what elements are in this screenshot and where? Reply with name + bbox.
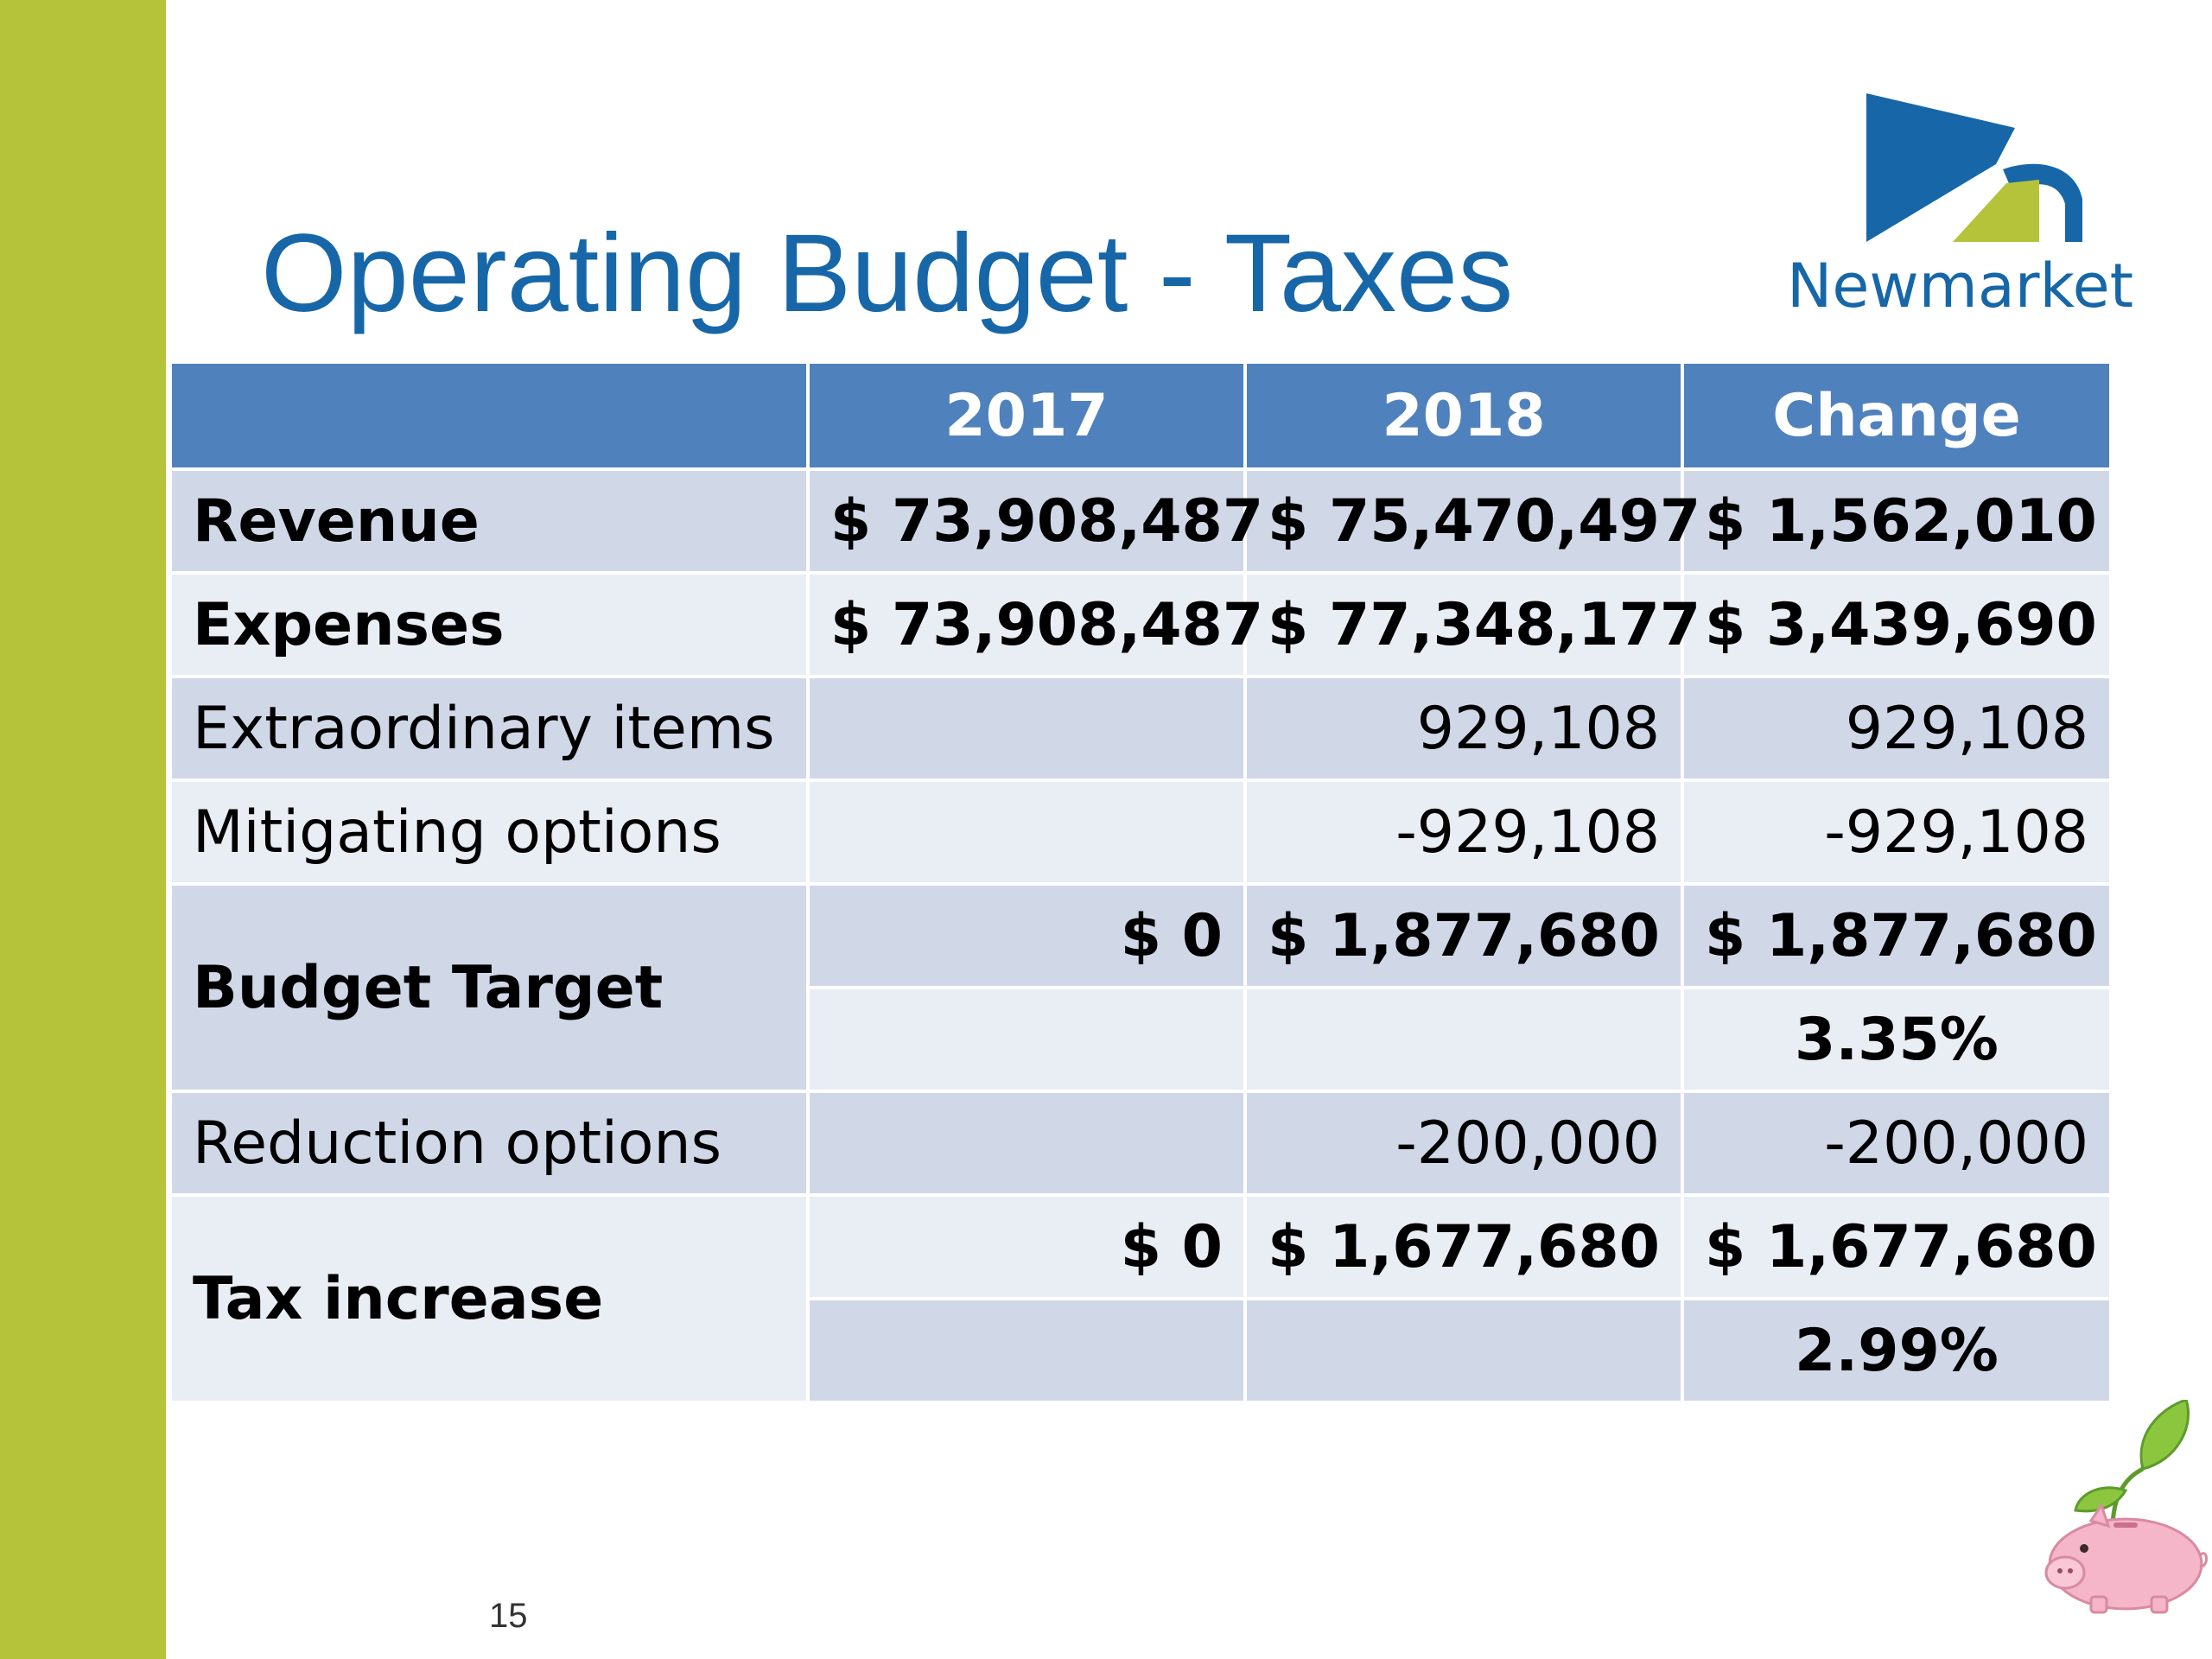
piggy-bank-icon xyxy=(2044,1400,2208,1614)
side-accent-bar xyxy=(0,0,166,1659)
reduction-2017 xyxy=(806,1090,1247,1197)
budget-target-2017: $ 0 xyxy=(806,882,1247,989)
expenses-2018: $ 77,348,177 xyxy=(1243,571,1700,678)
revenue-change: $ 1,562,010 xyxy=(1681,467,2113,575)
header-change: Change xyxy=(1681,360,2113,471)
tax-increase-change-pct: 2.99% xyxy=(1681,1297,2113,1404)
budget-target-pct-2018 xyxy=(1243,986,1684,1093)
row-label-expenses: Expenses xyxy=(168,571,810,678)
row-label-reduction: Reduction options xyxy=(168,1090,810,1197)
header-2017: 2017 xyxy=(806,360,1247,471)
table-row: Expenses $ 73,908,487 $ 77,348,177 $ 3,4… xyxy=(168,571,2113,678)
table-header-row: 2017 2018 Change xyxy=(168,360,2113,471)
table-row: Revenue $ 73,908,487 $ 75,470,497 $ 1,56… xyxy=(168,467,2113,575)
revenue-2018: $ 75,470,497 xyxy=(1243,467,1700,575)
budget-target-change-pct: 3.35% xyxy=(1681,986,2113,1093)
expenses-change: $ 3,439,690 xyxy=(1681,571,2113,678)
row-label-mitigating: Mitigating options xyxy=(168,779,810,886)
table-row: Tax increase $ 0 $ 1,677,680 $ 1,677,680 xyxy=(168,1193,2113,1404)
logo-wordmark: Newmarket xyxy=(1787,251,2134,321)
table-row: Extraordinary items 929,108 929,108 xyxy=(168,675,2113,782)
mitigating-2017 xyxy=(806,779,1247,886)
table-row: Budget Target $ 0 $ 1,877,680 $ 1,877,68… xyxy=(168,882,2113,1093)
revenue-2017: $ 73,908,487 xyxy=(806,467,1263,575)
budget-target-change: $ 1,877,680 xyxy=(1681,882,2113,989)
row-label-tax-increase: Tax increase xyxy=(168,1193,810,1404)
tax-increase-2018: $ 1,677,680 xyxy=(1243,1193,1684,1300)
row-label-extraordinary: Extraordinary items xyxy=(168,675,810,782)
extraordinary-change: 929,108 xyxy=(1681,675,2113,782)
table-row: 3.35% xyxy=(170,986,2113,1093)
tax-increase-pct-2018 xyxy=(1243,1297,1684,1404)
mitigating-change: -929,108 xyxy=(1681,779,2113,886)
mitigating-2018: -929,108 xyxy=(1243,779,1684,886)
budget-table: 2017 2018 Change Revenue $ 73,908,487 $ … xyxy=(168,360,2113,1404)
tax-increase-2017: $ 0 xyxy=(806,1193,1247,1300)
slide-title: Operating Budget - Taxes xyxy=(261,212,1514,335)
row-label-revenue: Revenue xyxy=(168,467,810,575)
newmarket-logo-icon xyxy=(1866,93,2082,242)
budget-target-pct-2017 xyxy=(806,986,1247,1093)
reduction-2018: -200,000 xyxy=(1243,1090,1684,1197)
table-row: Mitigating options -929,108 -929,108 xyxy=(168,779,2113,886)
table-row: Reduction options -200,000 -200,000 xyxy=(168,1090,2113,1197)
tax-increase-change: $ 1,677,680 xyxy=(1681,1193,2113,1300)
row-label-budget-target: Budget Target xyxy=(168,882,810,1093)
extraordinary-2017 xyxy=(806,675,1247,782)
extraordinary-2018: 929,108 xyxy=(1243,675,1684,782)
budget-target-2018: $ 1,877,680 xyxy=(1243,882,1684,989)
page-number: 15 xyxy=(489,1597,528,1635)
expenses-2017: $ 73,908,487 xyxy=(806,571,1263,678)
header-2018: 2018 xyxy=(1243,360,1684,471)
tax-increase-pct-2017 xyxy=(806,1297,1247,1404)
reduction-change: -200,000 xyxy=(1681,1090,2113,1197)
table-row: 2.99% xyxy=(170,1297,2113,1404)
header-blank xyxy=(168,360,810,471)
